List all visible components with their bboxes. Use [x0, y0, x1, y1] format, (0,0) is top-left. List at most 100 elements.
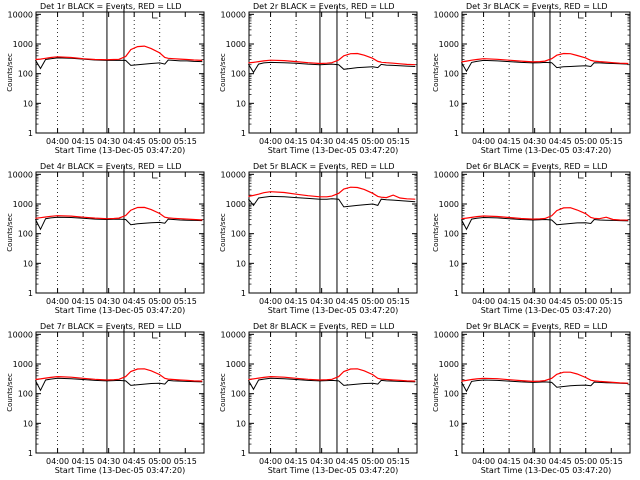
y-tick-label: 10000 [221, 330, 246, 339]
x-tick-label: 04:00 [46, 137, 69, 146]
x-tick-label: 05:15 [174, 457, 197, 466]
y-tick-label: 10 [449, 99, 459, 108]
y-tick-label: 1000 [13, 40, 33, 49]
y-tick-label: 10000 [8, 170, 33, 179]
series-line-events [248, 195, 416, 208]
y-tick-label: 1000 [13, 200, 33, 209]
x-tick-label: 04:45 [123, 137, 146, 146]
y-axis-label: Counts/sec [432, 213, 440, 252]
y-axis-label: Counts/sec [432, 53, 440, 92]
x-tick-label: 05:00 [361, 137, 384, 146]
plot-frame [248, 331, 418, 454]
plot-frame [461, 11, 631, 134]
y-axis-label: Counts/sec [6, 213, 14, 252]
series-line-events [247, 377, 416, 391]
chart-panel-5: Det 5r BLACK = Events, RED = LLD 1 10 100 10… [219, 162, 418, 315]
x-tick-label: 05:15 [387, 297, 410, 306]
x-tick-label: 04:00 [46, 457, 69, 466]
marker-bracket [152, 12, 158, 19]
series-line-lld [35, 368, 203, 382]
marker-bracket [365, 332, 371, 339]
chart-panel-2: Det 2r BLACK = Events, RED = LLD 1 10 100 10… [219, 2, 418, 155]
x-tick-label: 04:15 [498, 457, 521, 466]
y-tick-label: 1000 [226, 200, 246, 209]
x-tick-label: 04:45 [123, 297, 146, 306]
chart-panel-9: Det 9r BLACK = Events, RED = LLD 1 10 100 10… [432, 322, 631, 475]
y-tick-label: 1 [28, 129, 33, 138]
y-tick-label: 100 [18, 230, 33, 239]
x-tick-label: 04:30 [310, 297, 333, 306]
x-tick-label: 04:45 [336, 137, 359, 146]
y-tick-label: 10000 [8, 330, 33, 339]
series-line-lld [461, 371, 629, 384]
panel-title: Det 8r BLACK = Events, RED = LLD [253, 322, 395, 331]
chart-panel-6: Det 6r BLACK = Events, RED = LLD 1 10 100 10… [432, 162, 631, 315]
y-tick-label: 10000 [221, 10, 246, 19]
y-tick-label: 100 [444, 70, 459, 79]
x-tick-label: 04:30 [310, 137, 333, 146]
x-tick-label: 05:15 [600, 457, 623, 466]
y-tick-label: 100 [231, 230, 246, 239]
x-tick-label: 04:45 [123, 457, 146, 466]
plot-frame [35, 331, 205, 454]
x-tick-label: 05:00 [361, 297, 384, 306]
series-line-events [34, 57, 203, 70]
y-tick-label: 100 [18, 390, 33, 399]
y-tick-label: 10 [236, 419, 246, 428]
series-line-lld [461, 207, 629, 221]
x-tick-label: 04:30 [97, 457, 120, 466]
y-tick-label: 1000 [226, 40, 246, 49]
series-line-events [34, 377, 203, 392]
series-line-lld [248, 186, 416, 200]
chart-panel-8: Det 8r BLACK = Events, RED = LLD 1 10 100 10… [219, 322, 418, 475]
x-tick-label: 05:00 [148, 137, 171, 146]
series-line-lld [248, 52, 416, 66]
series-line-events [460, 379, 629, 393]
y-tick-label: 1 [454, 129, 459, 138]
panel-title: Det 4r BLACK = Events, RED = LLD [40, 162, 182, 171]
x-tick-label: 04:00 [472, 137, 495, 146]
y-tick-label: 1 [28, 289, 33, 298]
marker-bracket [578, 172, 584, 179]
y-tick-label: 1000 [439, 200, 459, 209]
x-tick-label: 05:00 [148, 297, 171, 306]
x-tick-label: 05:15 [174, 137, 197, 146]
y-tick-label: 1000 [226, 360, 246, 369]
y-tick-label: 10 [236, 99, 246, 108]
panel-title: Det 5r BLACK = Events, RED = LLD [253, 162, 395, 171]
x-tick-label: 04:15 [72, 297, 95, 306]
y-tick-label: 10 [23, 259, 33, 268]
x-tick-label: 04:30 [97, 297, 120, 306]
series-line-lld [248, 368, 416, 382]
x-tick-label: 05:15 [387, 137, 410, 146]
x-tick-label: 05:15 [387, 457, 410, 466]
x-tick-label: 05:00 [148, 457, 171, 466]
x-tick-label: 04:00 [472, 297, 495, 306]
x-tick-label: 04:30 [523, 137, 546, 146]
y-tick-label: 100 [231, 390, 246, 399]
y-axis-label: Counts/sec [219, 53, 227, 92]
y-tick-label: 10 [236, 259, 246, 268]
y-tick-label: 1 [241, 289, 246, 298]
x-tick-label: 04:30 [310, 457, 333, 466]
y-tick-label: 1 [28, 449, 33, 458]
x-tick-label: 04:45 [336, 297, 359, 306]
y-tick-label: 100 [18, 70, 33, 79]
panel-title: Det 1r BLACK = Events, RED = LLD [40, 2, 182, 11]
y-tick-label: 10000 [221, 170, 246, 179]
y-axis-label: Counts/sec [6, 373, 14, 412]
marker-bracket [152, 172, 158, 179]
x-axis-label: Start Time (13-Dec-05 03:47:20) [481, 466, 612, 475]
x-tick-label: 04:30 [523, 457, 546, 466]
marker-bracket [152, 332, 158, 339]
x-tick-label: 04:30 [523, 297, 546, 306]
y-tick-label: 10000 [8, 10, 33, 19]
x-tick-label: 05:15 [600, 297, 623, 306]
series-line-events [460, 59, 629, 73]
y-axis-label: Counts/sec [219, 373, 227, 412]
x-tick-label: 05:00 [574, 457, 597, 466]
x-tick-label: 04:00 [472, 457, 495, 466]
y-tick-label: 1 [241, 449, 246, 458]
x-tick-label: 04:00 [259, 457, 282, 466]
